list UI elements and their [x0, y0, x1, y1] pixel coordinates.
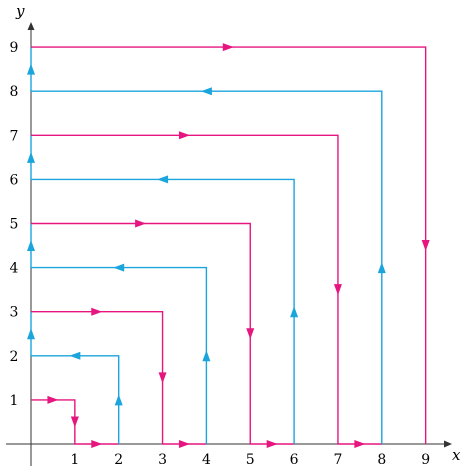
y-axis-arrowhead: [27, 22, 35, 30]
direction-arrowhead: [354, 440, 366, 448]
y-tick-label: 5: [10, 217, 19, 233]
path-4: [27, 223, 211, 444]
direction-arrowhead: [70, 416, 79, 428]
y-axis-label: y: [15, 2, 25, 20]
x-tick-label: 9: [421, 452, 430, 468]
colored-paths: [27, 43, 430, 448]
direction-arrowhead: [114, 394, 123, 406]
direction-arrowhead: [27, 151, 35, 163]
direction-arrowhead: [200, 87, 212, 96]
x-tick-label: 1: [70, 452, 79, 468]
y-tick-label: 8: [10, 84, 19, 100]
direction-arrowhead: [27, 328, 35, 340]
direction-arrowhead: [178, 131, 190, 140]
path-3: [31, 307, 207, 448]
path-5: [31, 219, 295, 448]
x-tick-label: 4: [202, 452, 211, 468]
direction-arrowhead: [91, 440, 103, 448]
x-axis-arrowhead: [444, 440, 452, 448]
y-tick-label: 7: [10, 128, 19, 144]
direction-arrowhead: [246, 328, 255, 340]
direction-arrowhead: [202, 350, 211, 362]
path-8: [27, 47, 386, 444]
direction-arrowhead: [421, 240, 430, 252]
direction-arrowhead: [113, 263, 125, 272]
x-axis-label: x: [452, 446, 461, 464]
direction-arrowhead: [222, 43, 234, 52]
y-tick-label: 6: [10, 172, 19, 188]
y-tick-label: 3: [10, 305, 19, 321]
x-tick-label: 2: [114, 452, 123, 468]
x-tick-labels: 1 2 3 4 5 6 7 8 9: [70, 452, 430, 468]
direction-arrowhead: [377, 262, 386, 274]
direction-arrowhead: [47, 395, 59, 404]
path-7: [31, 131, 382, 448]
direction-arrowhead: [333, 284, 342, 296]
path-9: [31, 43, 430, 444]
y-tick-label: 9: [10, 40, 19, 56]
direction-arrowhead: [27, 63, 35, 75]
y-tick-label: 2: [10, 349, 19, 365]
x-tick-label: 3: [158, 452, 167, 468]
direction-arrowhead: [290, 306, 299, 318]
direction-arrowhead: [157, 175, 169, 184]
path-9-line: [31, 46, 427, 444]
direction-arrowhead: [135, 219, 147, 228]
path-6: [27, 135, 299, 444]
direction-arrowhead: [27, 240, 35, 252]
path-1: [31, 395, 119, 448]
direction-arrowhead: [178, 440, 190, 448]
direction-arrowhead: [69, 351, 81, 360]
direction-arrowhead: [266, 440, 278, 448]
x-tick-label: 7: [333, 452, 342, 468]
y-tick-label: 4: [10, 261, 19, 277]
y-tick-label: 1: [10, 393, 19, 409]
x-tick-label: 8: [377, 452, 386, 468]
x-tick-label: 6: [290, 452, 299, 468]
axes: x y 1 2 3 4 5 6 7 8 9 1 2 3 4 5 6 7 8 9: [6, 2, 461, 468]
x-tick-label: 5: [246, 452, 255, 468]
direction-arrowhead: [91, 307, 103, 316]
direction-arrowhead: [158, 372, 167, 384]
path-2: [27, 311, 123, 444]
y-tick-labels: 1 2 3 4 5 6 7 8 9: [10, 40, 19, 409]
